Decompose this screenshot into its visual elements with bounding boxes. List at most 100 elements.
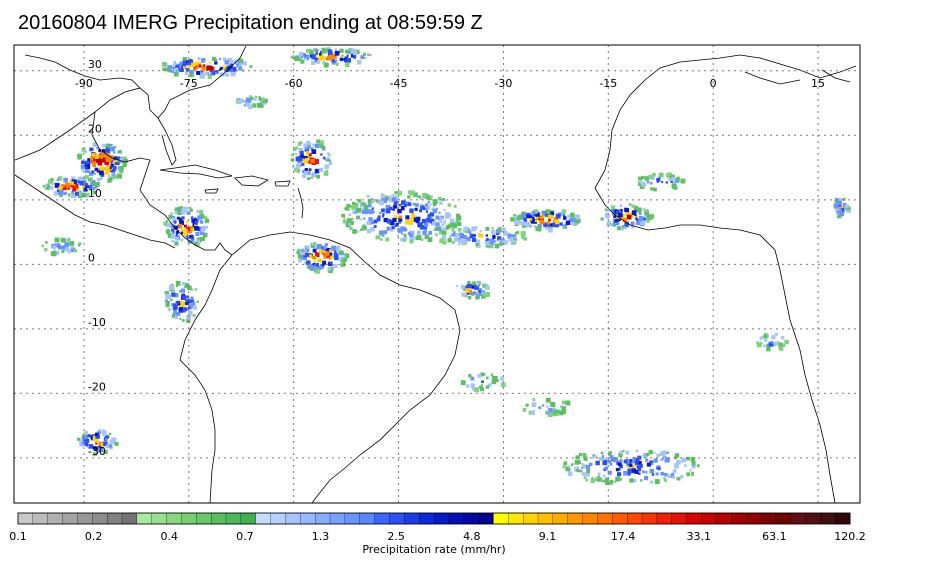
precip-cell — [236, 99, 242, 105]
precip-cell — [560, 409, 566, 415]
precip-cell — [650, 187, 654, 191]
precip-cell — [686, 472, 691, 477]
precip-cell — [87, 158, 91, 161]
precip-cell — [473, 234, 477, 237]
precip-cell — [343, 58, 348, 63]
precip-cell — [671, 472, 675, 476]
precip-cell — [61, 238, 65, 242]
precip-cell — [631, 210, 637, 216]
precip-cell — [597, 477, 602, 482]
precip-cell — [617, 462, 622, 467]
precip-cell — [322, 156, 326, 160]
precip-cell — [427, 237, 433, 242]
precip-cell — [182, 282, 186, 286]
precip-cell — [309, 266, 315, 271]
precip-cell — [448, 235, 452, 238]
precip-cell — [524, 218, 527, 222]
precip-cell — [619, 478, 622, 481]
precip-cell — [485, 234, 488, 237]
precip-cell — [334, 50, 340, 56]
precip-cell — [381, 208, 385, 213]
precip-cell — [80, 164, 86, 170]
precip-cell — [644, 176, 650, 181]
colorbar-frame — [17, 512, 851, 525]
precip-cell — [491, 374, 494, 377]
precip-cell — [523, 221, 528, 226]
precip-cell — [171, 239, 175, 243]
precip-cell — [230, 66, 236, 72]
precip-cell — [351, 218, 354, 221]
precip-cell — [70, 181, 74, 186]
precip-cell — [319, 144, 324, 149]
precip-cell — [607, 470, 612, 475]
precip-cell — [770, 340, 774, 344]
precip-cell — [656, 180, 659, 183]
colorbar-swatch — [522, 512, 539, 525]
precip-cell — [236, 65, 239, 68]
precip-cell — [167, 307, 171, 312]
precip-cell — [82, 185, 85, 189]
precip-cell — [187, 310, 193, 316]
precip-cell — [300, 156, 306, 162]
precip-cell — [432, 221, 437, 226]
precip-cell — [117, 162, 120, 165]
precip-cell — [206, 72, 210, 75]
precip-cell — [342, 257, 347, 262]
longitude-label: -30 — [494, 77, 512, 90]
precip-cell — [82, 180, 87, 185]
precip-cell — [759, 336, 764, 340]
precip-cell — [345, 222, 351, 228]
precip-cell — [582, 464, 586, 469]
precip-cell — [346, 204, 351, 208]
precip-cell — [636, 465, 639, 468]
colorbar-swatch — [820, 512, 836, 525]
precip-cell — [119, 165, 124, 170]
precip-cell — [497, 227, 503, 232]
precip-cell — [471, 285, 475, 289]
precip-cell — [168, 231, 173, 236]
precip-cell — [77, 179, 82, 184]
precip-cell — [638, 216, 644, 221]
precip-cell — [320, 51, 324, 55]
precip-cell — [667, 474, 672, 479]
precip-cell — [81, 168, 85, 172]
precip-cell — [563, 461, 568, 466]
precip-cell — [230, 71, 236, 77]
precip-cell — [198, 64, 202, 68]
longitude-label: 0 — [710, 77, 717, 90]
precip-cell — [306, 142, 311, 147]
precip-cell — [302, 253, 307, 258]
colorbar-swatch — [790, 512, 806, 525]
precip-cell — [633, 456, 637, 460]
precip-cell — [311, 242, 315, 246]
precip-cell — [485, 285, 490, 291]
precip-cell — [585, 471, 590, 477]
precip-cell — [628, 459, 633, 463]
precip-cell — [244, 63, 247, 66]
precip-cell — [424, 203, 428, 207]
precip-cell — [199, 230, 205, 235]
precip-cell — [479, 230, 482, 233]
precip-cell — [762, 344, 766, 348]
coastline-lesser-antilles — [297, 187, 304, 219]
precip-cell — [560, 211, 566, 216]
precip-cell — [297, 248, 301, 252]
precip-cell — [370, 226, 375, 232]
precip-cell — [391, 194, 394, 197]
precip-cell — [390, 229, 394, 232]
precip-cell — [318, 56, 323, 61]
colorbar-swatch — [47, 512, 64, 525]
precip-cell — [636, 207, 642, 213]
precip-cell — [83, 439, 87, 443]
precip-cell — [103, 441, 108, 446]
precip-cell — [626, 471, 631, 476]
precip-cell — [103, 153, 107, 157]
precip-cell — [420, 204, 423, 207]
precip-cell — [356, 215, 360, 220]
precip-cell — [178, 223, 183, 228]
precip-cell — [315, 269, 320, 274]
precip-cell — [84, 183, 89, 187]
precip-cell — [320, 265, 324, 270]
precip-cell — [184, 283, 190, 289]
precip-cell — [172, 216, 176, 220]
